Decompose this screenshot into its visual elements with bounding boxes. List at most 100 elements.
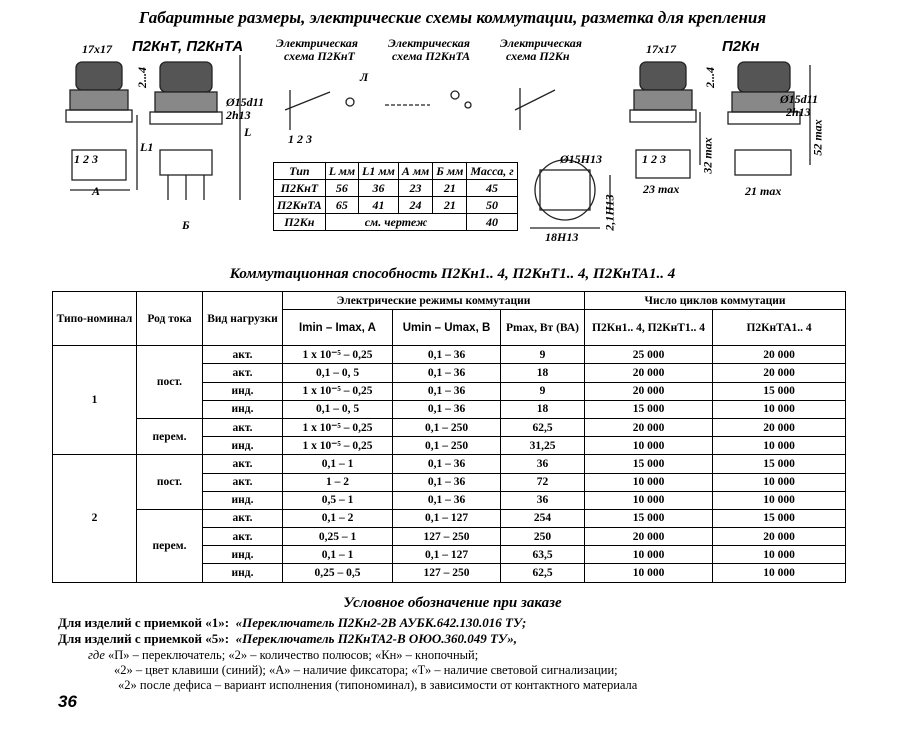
cell: 20 000 bbox=[584, 417, 714, 438]
cell: 20 000 bbox=[712, 527, 847, 547]
cell: акт. bbox=[202, 508, 283, 529]
dimension-drawings bbox=[65, 55, 811, 229]
pins-left: 1 2 3 bbox=[74, 152, 98, 166]
current-type-cell: перем. bbox=[136, 508, 203, 583]
switching-capacity-table: Типо-номинал Род тока Вид нагрузки Электрич… bbox=[52, 290, 847, 583]
table-row: инд. 0,25 – 0,5 127 – 250 62,5 10 000 10 000 bbox=[53, 563, 847, 583]
cell: 127 – 250 bbox=[392, 527, 501, 547]
current-type-cell: перем. bbox=[136, 417, 203, 456]
model-label-left: П2КнТ, П2КнТА bbox=[132, 38, 244, 55]
lamp-label: Л bbox=[360, 70, 369, 84]
cell: акт. bbox=[202, 417, 283, 438]
table-row: П2Кн см. чертеж 40 bbox=[273, 213, 518, 231]
cell: 0,1 – 36 bbox=[392, 363, 501, 383]
cell: 15 000 bbox=[712, 454, 847, 474]
table-row: инд. 1 x 10⁻⁵ – 0,25 0,1 – 250 31,25 10 000 1… bbox=[53, 436, 847, 456]
cell: 15 000 bbox=[584, 399, 714, 419]
cell: 36 bbox=[499, 490, 586, 510]
order-where: где bbox=[88, 648, 105, 662]
dim-B: Б bbox=[182, 218, 190, 232]
cell: 62,5 bbox=[499, 563, 586, 583]
header-cycles: Число циклов коммутации bbox=[584, 290, 847, 311]
cell: П2Кн bbox=[273, 213, 326, 231]
order-line4: «2» – цвет клавиши (синий); «А» – наличи… bbox=[114, 663, 618, 677]
scheme-2-title2: схема П2КнТА bbox=[392, 49, 471, 63]
cell: 0,25 – 1 bbox=[282, 527, 393, 547]
cell: акт. bbox=[202, 472, 283, 492]
header-cycles-2: П2КнТА1.. 4 bbox=[712, 309, 847, 347]
cell: инд. bbox=[202, 399, 283, 419]
scheme-3-title1: Электрическая bbox=[500, 36, 582, 50]
table-row: инд. 0,5 – 1 0,1 – 36 36 10 000 10 000 bbox=[53, 490, 847, 510]
max-32: 32 max bbox=[700, 137, 715, 174]
cell: инд. bbox=[202, 545, 283, 565]
cell: 0,25 – 0,5 bbox=[282, 563, 393, 583]
size-label-left: 17x17 bbox=[82, 42, 112, 56]
header-load: Вид нагрузки bbox=[202, 290, 283, 347]
header-A: А мм bbox=[397, 162, 434, 180]
cell: акт. bbox=[202, 363, 283, 383]
cell: 56 bbox=[324, 179, 360, 197]
switch-drawing-left-2 bbox=[136, 55, 241, 200]
cell: 0,1 – 1 bbox=[282, 454, 393, 474]
scheme-2-title1: Электрическая bbox=[388, 36, 470, 50]
order-line3: «П» – переключатель; «2» – количество по… bbox=[108, 648, 479, 662]
pins-right: 1 2 3 bbox=[642, 152, 666, 166]
cell: 0,1 – 0, 5 bbox=[282, 363, 393, 383]
order-line5: «2» после дефиса – вариант исполнения (т… bbox=[118, 678, 638, 692]
cell: 0,1 – 2 bbox=[282, 508, 393, 529]
size-label-right: 17x17 bbox=[646, 42, 676, 56]
cell: 62,5 bbox=[499, 417, 586, 438]
current-type-cell: пост. bbox=[136, 345, 203, 419]
table-row: П2КнТА 65 41 24 21 50 bbox=[273, 196, 518, 214]
cell: 0,1 – 36 bbox=[392, 490, 501, 510]
cell: 36 bbox=[358, 179, 399, 197]
cell: 0,1 – 127 bbox=[392, 508, 501, 529]
cell: 20 000 bbox=[712, 345, 847, 365]
cell: 9 bbox=[499, 345, 586, 365]
stroke-right: 2...4 bbox=[703, 67, 717, 88]
stroke-left: 2...4 bbox=[135, 67, 149, 88]
cutout-width: 18H13 bbox=[545, 230, 579, 244]
header-power: Pmax, Вт (ВА) bbox=[499, 309, 586, 347]
cell: 20 000 bbox=[712, 363, 847, 383]
order-line2-label: Для изделий с приемкой «5»: bbox=[58, 631, 230, 646]
header-B: Б мм bbox=[432, 162, 468, 180]
scheme-3-title2: схема П2Кн bbox=[506, 49, 570, 63]
cell: 18 bbox=[499, 399, 586, 419]
table-title: Коммутационная способность П2Кн1.. 4, П2… bbox=[229, 266, 676, 282]
cell: 21 bbox=[432, 196, 468, 214]
cell: см. чертеж bbox=[324, 213, 468, 231]
header-mass: Масса, г bbox=[466, 162, 518, 180]
header-L1: L1 мм bbox=[358, 162, 399, 180]
cell: 0,5 – 1 bbox=[282, 490, 393, 510]
cell: 0,1 – 36 bbox=[392, 454, 501, 474]
cell: П2КнТА bbox=[273, 196, 326, 214]
cell: 250 bbox=[499, 527, 586, 547]
header-current: Род тока bbox=[136, 290, 203, 347]
nominal-cell: 1 bbox=[52, 345, 137, 456]
order-line1-label: Для изделий с приемкой «1»: bbox=[58, 615, 230, 630]
cell: 1 – 2 bbox=[282, 472, 393, 492]
scheme-pins: 1 2 3 bbox=[288, 132, 312, 146]
order-line1-value: «Переключатель П2Кн2-2В АУБК.642.130.016… bbox=[235, 615, 527, 630]
header-voltage-range: Umin – Umax, B bbox=[392, 309, 501, 347]
switch-drawing-right bbox=[629, 61, 811, 179]
cell: 10 000 bbox=[584, 545, 714, 565]
cutout-height: 2,1H13 bbox=[602, 194, 617, 231]
cell: 254 bbox=[499, 508, 586, 529]
diameter-left: Ø15d11 bbox=[226, 95, 265, 109]
cell: 21 bbox=[432, 179, 468, 197]
schemes bbox=[284, 88, 556, 130]
cell: 15 000 bbox=[584, 454, 714, 474]
table-row: 1 пост. акт. 1 x 10⁻⁵ – 0,25 0,1 – 36 9 25 000… bbox=[52, 345, 847, 456]
table-row: инд. 1 x 10⁻⁵ – 0,25 0,1 – 36 9 20 000 15 000 bbox=[53, 381, 847, 401]
page-number: 36 bbox=[58, 692, 77, 711]
cell: 0,1 – 0, 5 bbox=[282, 399, 393, 419]
cell: 36 bbox=[499, 454, 586, 474]
cutout-diameter: Ø15H13 bbox=[560, 152, 602, 166]
height-left: 2h13 bbox=[226, 108, 251, 122]
current-type-cell: пост. bbox=[136, 454, 203, 510]
cell: 65 bbox=[324, 196, 360, 214]
cell: 15 000 bbox=[712, 508, 847, 529]
